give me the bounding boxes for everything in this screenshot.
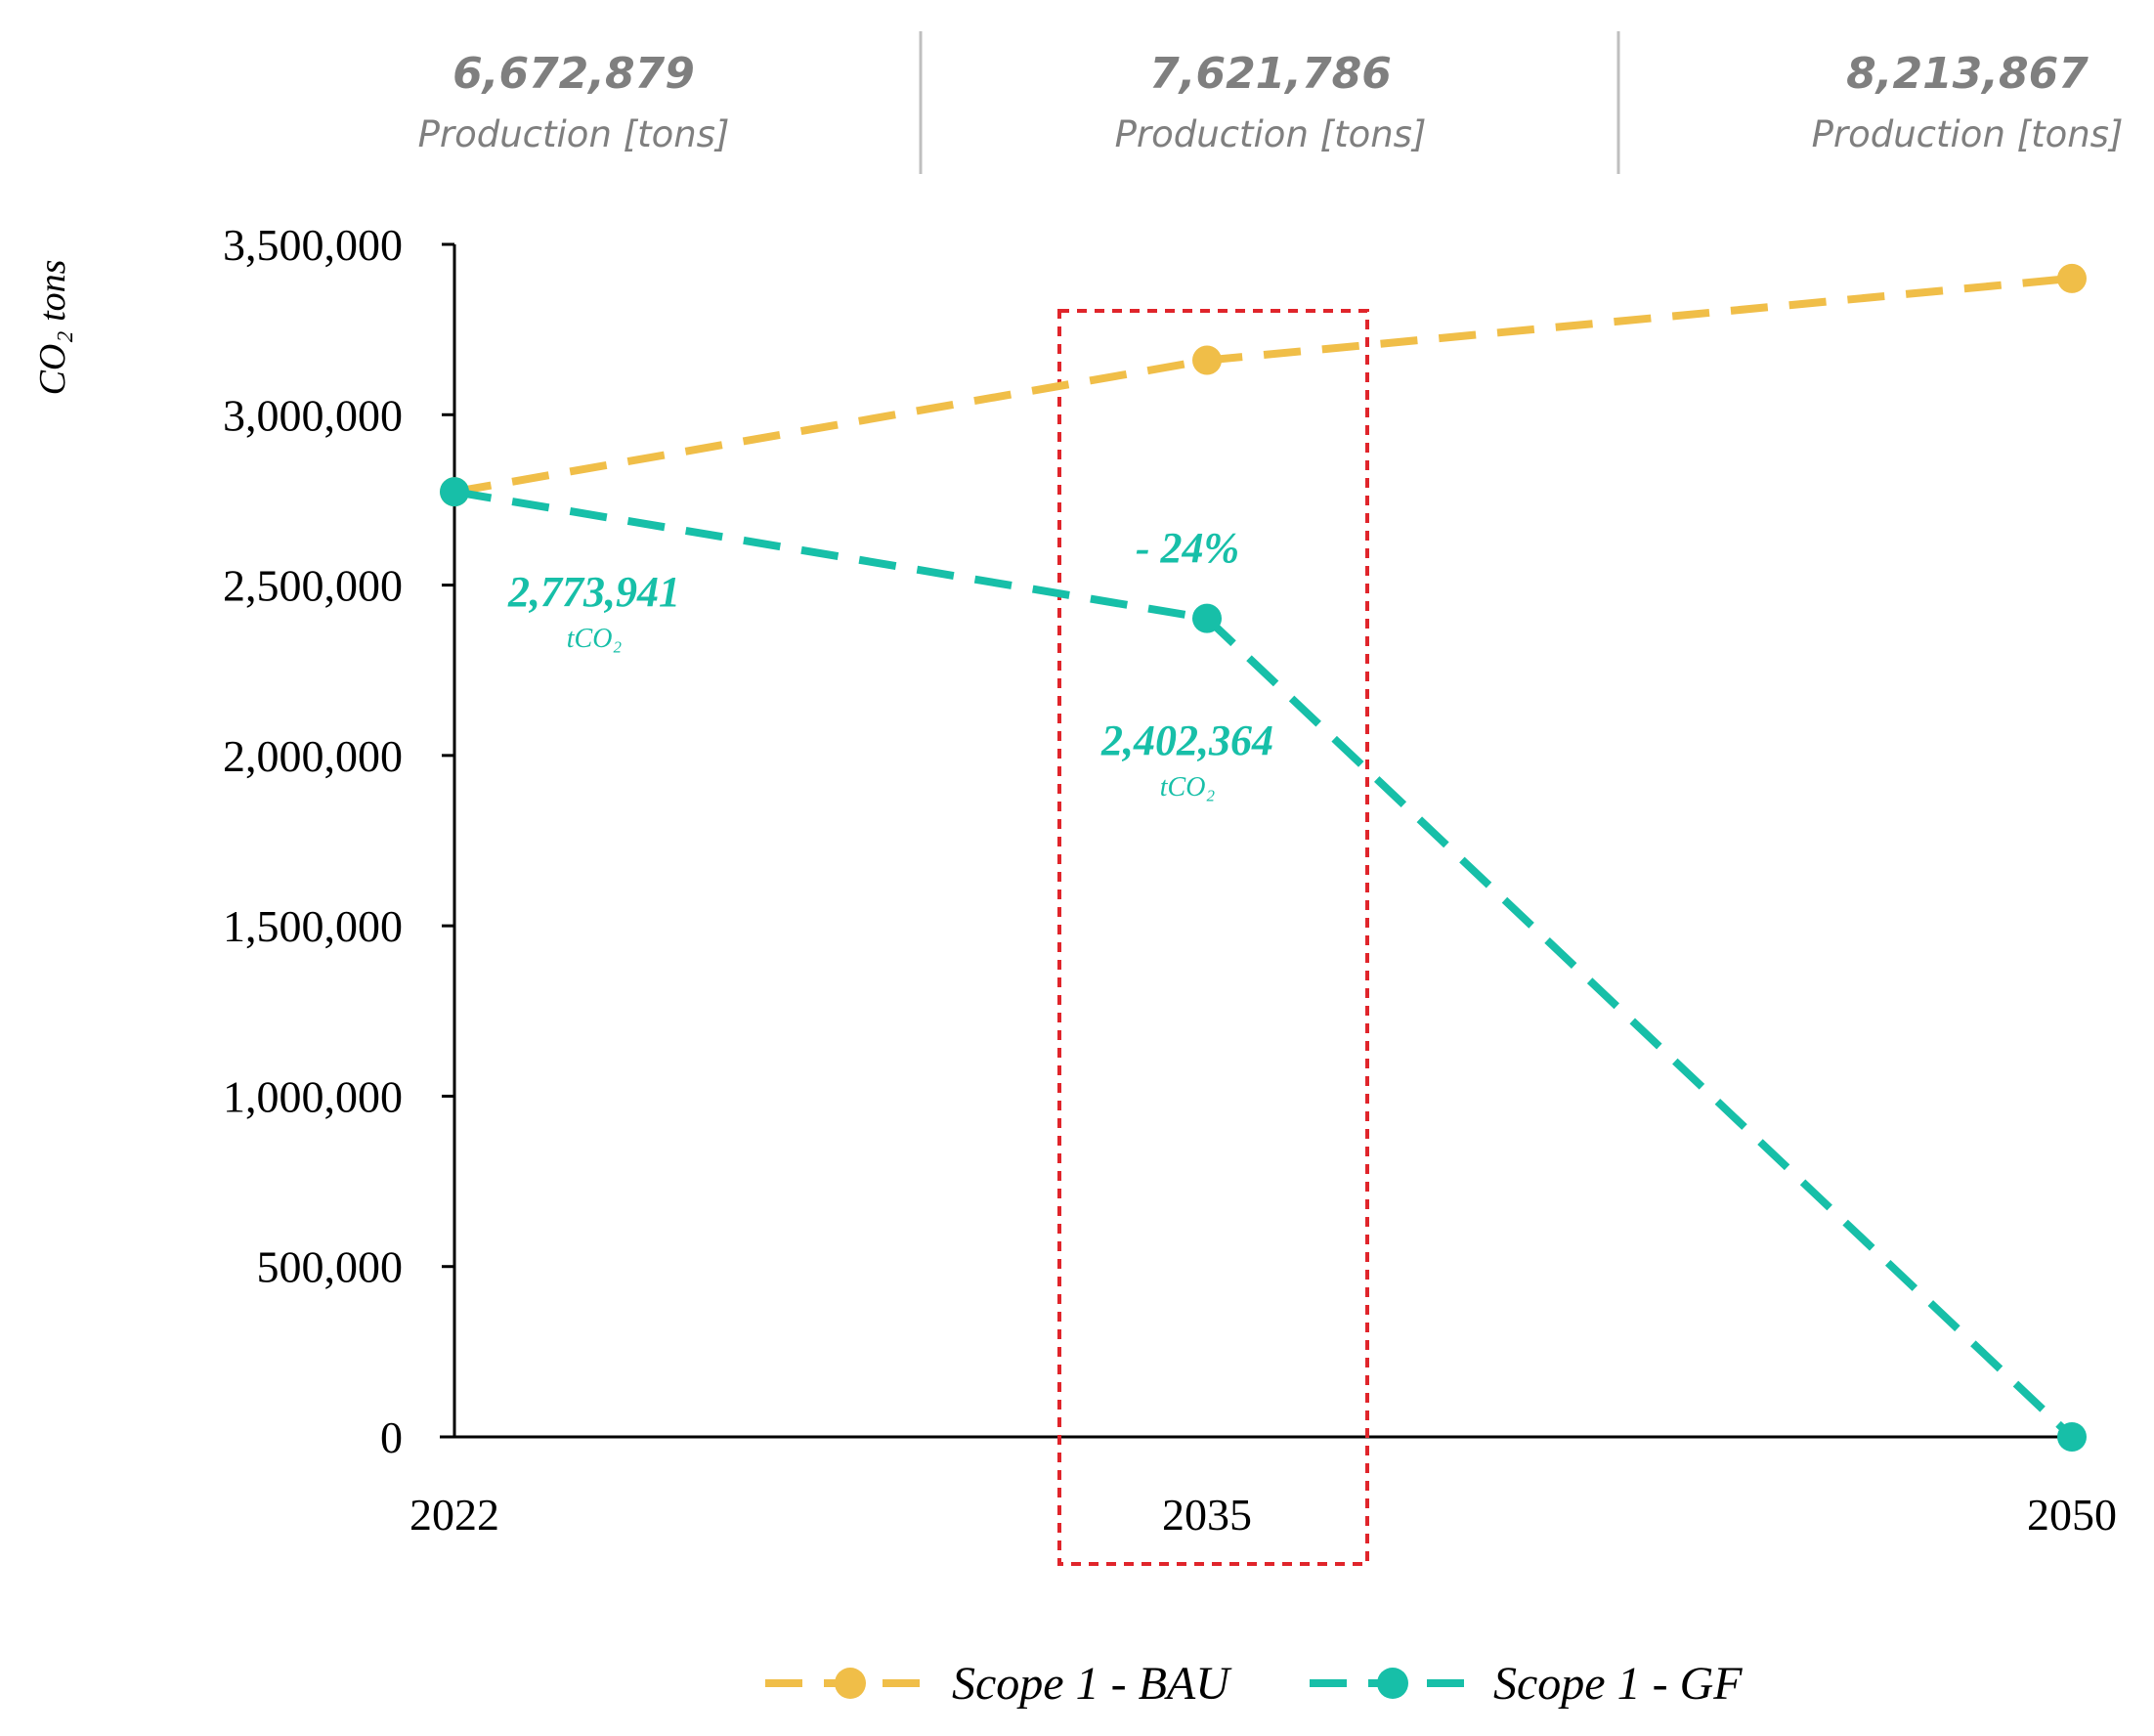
- annotation-reduction: - 24%: [1136, 524, 1239, 572]
- annotation-unit-2022: tCO₂: [567, 624, 623, 654]
- production-value-2050: 8,213,867: [1846, 49, 2089, 99]
- point-gf-2050: [2057, 1422, 2087, 1452]
- annotations: 2,773,941 tCO₂ 2,402,364 tCO₂ - 24%: [507, 524, 1273, 803]
- production-label-2050: Production [tons]: [1812, 113, 2124, 155]
- x-ticks: 2022 2035 2050: [409, 1490, 2117, 1540]
- series-line-gf: [453, 488, 2075, 1440]
- annotation-value-2022: 2,773,941: [507, 568, 680, 616]
- y-axis-title: CO₂ tons: [32, 260, 73, 396]
- annotation-value-2035: 2,402,364: [1100, 716, 1273, 764]
- y-tick-label: 2,000,000: [223, 731, 403, 781]
- production-label-2035: Production [tons]: [1115, 113, 1427, 155]
- point-gf-2022: [440, 477, 469, 507]
- x-tick-label: 2050: [2027, 1490, 2117, 1540]
- legend: Scope 1 - BAU Scope 1 - GF: [765, 1658, 1743, 1710]
- y-tick-label: 1,500,000: [223, 901, 403, 951]
- point-gf-2035: [1192, 603, 1222, 633]
- legend-label-gf: Scope 1 - GF: [1493, 1658, 1743, 1710]
- annotation-unit-2035: tCO₂: [1160, 772, 1216, 803]
- y-tick-label: 3,500,000: [223, 220, 403, 270]
- production-value-2035: 7,621,786: [1149, 49, 1392, 99]
- legend-label-bau: Scope 1 - BAU: [952, 1658, 1232, 1710]
- legend-marker-gf: [1377, 1668, 1408, 1699]
- y-tick-label: 2,500,000: [223, 561, 403, 611]
- point-bau-2035: [1192, 345, 1222, 375]
- production-header: 6,672,879 Production [tons] 7,621,786 Pr…: [418, 31, 2124, 174]
- y-ticks: 0 500,000 1,000,000 1,500,000 2,000,000 2,500…: [223, 220, 454, 1462]
- y-tick-label: 3,000,000: [223, 390, 403, 440]
- y-tick-label: 500,000: [257, 1242, 404, 1292]
- y-tick-label: 0: [380, 1412, 403, 1462]
- x-tick-label: 2035: [1162, 1490, 1252, 1540]
- series-line-bau: [453, 274, 2073, 497]
- production-label-2022: Production [tons]: [418, 113, 730, 155]
- production-value-2022: 6,672,879: [452, 49, 695, 99]
- highlight-box-2035: [1057, 309, 1369, 1566]
- legend-marker-bau: [835, 1668, 866, 1699]
- series-layer: [440, 263, 2087, 1452]
- y-tick-label: 1,000,000: [223, 1071, 403, 1121]
- x-tick-label: 2022: [409, 1490, 499, 1540]
- point-bau-2050: [2057, 263, 2087, 293]
